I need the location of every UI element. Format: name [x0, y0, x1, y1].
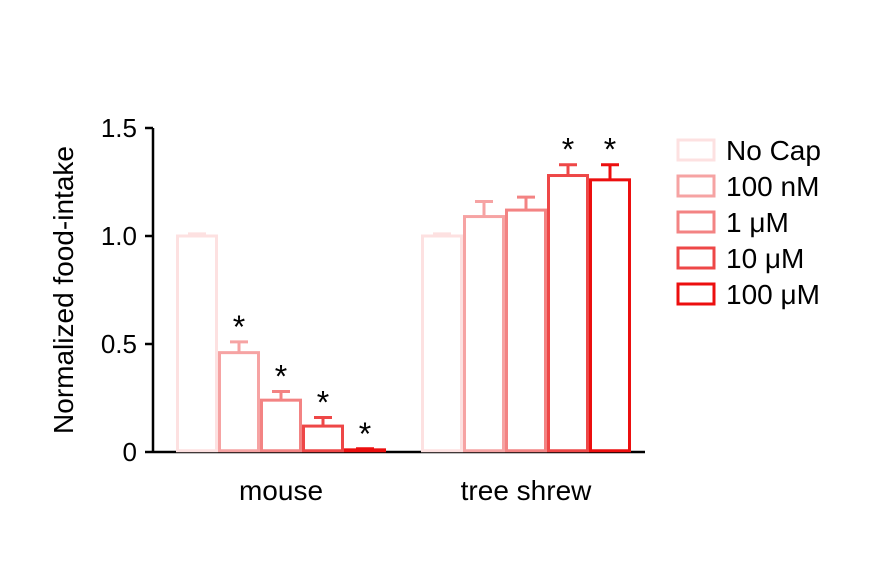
- significance-marker: *: [562, 132, 574, 168]
- legend: No Cap 100 nM 1 μM 10 μM 100 μM: [676, 135, 821, 310]
- bar: [547, 174, 589, 453]
- legend-swatch: [676, 174, 716, 198]
- legend-swatch: [676, 210, 716, 234]
- bars: * * * * * *: [176, 132, 631, 453]
- y-tick-label: 1.0: [101, 221, 137, 251]
- x-tick-label: mouse: [239, 475, 323, 506]
- y-axis-label: Normalized food-intake: [48, 146, 79, 434]
- y-tick-label: 1.5: [101, 113, 137, 143]
- legend-swatch: [676, 282, 716, 306]
- legend-label: 10 μM: [726, 243, 804, 274]
- y-tick-label: 0: [123, 437, 137, 467]
- bar: [302, 424, 344, 453]
- legend-swatch: [676, 246, 716, 270]
- legend-label: 100 nM: [726, 171, 819, 202]
- bar: [260, 398, 302, 453]
- significance-marker: *: [317, 384, 329, 420]
- bar: [176, 234, 218, 453]
- legend-swatch: [676, 138, 716, 162]
- bar: [421, 234, 463, 453]
- bar: [589, 178, 631, 453]
- legend-label: 1 μM: [726, 207, 789, 238]
- bar: [463, 215, 505, 453]
- significance-marker: *: [604, 132, 616, 168]
- significance-marker: *: [275, 359, 287, 395]
- axes: 0 0.5 1.0 1.5 mouse tree shrew: [101, 113, 645, 506]
- x-tick-label: tree shrew: [461, 475, 592, 506]
- significance-marker: *: [359, 416, 371, 452]
- bar: [218, 351, 260, 453]
- legend-label: 100 μM: [726, 279, 820, 310]
- significance-marker: *: [233, 309, 245, 345]
- bar: [505, 208, 547, 453]
- y-tick-label: 0.5: [101, 329, 137, 359]
- legend-label: No Cap: [726, 135, 821, 166]
